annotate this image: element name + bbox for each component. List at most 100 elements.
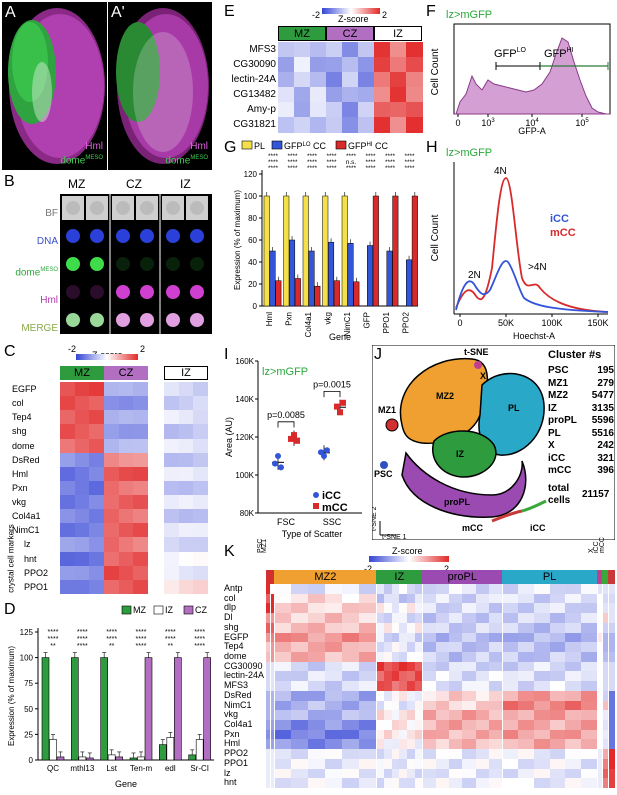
k-heat-cell	[601, 778, 609, 789]
b-row-dome: domeMESO	[15, 267, 58, 279]
panel-label-i: I	[224, 346, 228, 363]
k-heat-cell	[475, 749, 490, 760]
k-heat-cell	[325, 584, 343, 595]
k-heat-cell	[266, 700, 271, 711]
k-heat-cell	[607, 729, 616, 740]
c-heat-cell	[164, 410, 180, 425]
k-heat-cell	[406, 584, 416, 595]
k-heat-cell	[581, 661, 598, 672]
g-sig-label: ****	[326, 159, 337, 166]
g-y-tick-label: 120	[244, 170, 258, 179]
k-heat-cell	[342, 613, 360, 624]
b-col-iz: IZ	[180, 177, 191, 191]
e-heat-cell	[390, 57, 407, 73]
k-heat-cell	[601, 584, 609, 595]
k-heat-cell	[533, 661, 551, 672]
k-heat-cell	[462, 603, 477, 614]
k-heat-cell	[414, 758, 423, 770]
d-bar-mz	[159, 744, 167, 761]
k-heat-cell	[376, 729, 385, 740]
e-heat-cell	[278, 102, 295, 118]
k-heat-cell	[406, 661, 416, 672]
k-heat-cell	[422, 584, 437, 595]
e-heat-cell	[342, 57, 359, 73]
k-heat-cell	[448, 690, 463, 702]
c-gene-label-dsred: DsRed	[12, 454, 40, 465]
e-zmin: -2	[312, 10, 321, 20]
k-heat-cell	[518, 632, 535, 643]
k-heat-cell	[325, 642, 343, 653]
k-heat-cell	[308, 642, 326, 653]
c-heat-cell	[164, 495, 180, 510]
j-cluster-iz	[431, 430, 497, 478]
k-heat-cell	[383, 758, 393, 770]
k-heat-cell	[359, 758, 377, 770]
j-cluster-row: IZ 3135	[548, 403, 614, 416]
k-heat-cell	[475, 720, 490, 731]
k-heat-cell	[406, 603, 416, 614]
k-heat-cell	[308, 768, 326, 779]
panel-label-g: G	[224, 139, 236, 156]
g-sig-label: n.s.	[346, 159, 357, 166]
e-heat-cell	[390, 117, 407, 133]
k-heat-cell	[488, 671, 503, 682]
k-heat-cell	[462, 622, 477, 634]
k-heat-cell	[291, 720, 309, 731]
k-heat-cell	[488, 778, 503, 789]
k-heat-cell	[533, 671, 551, 682]
g-legend-label-lo: GFPLO CC	[284, 141, 327, 151]
d-bar-cz	[144, 657, 153, 761]
k-heat-cell	[308, 778, 326, 789]
k-heat-cell	[399, 739, 408, 750]
k-heat-cell	[488, 710, 503, 721]
g-sig-label: ****	[346, 153, 357, 160]
k-heat-cell	[269, 778, 275, 789]
c-heat-cell	[193, 537, 209, 553]
c-heat-cell	[60, 480, 76, 496]
k-heat-cell	[435, 768, 450, 779]
k-heat-cell	[325, 758, 343, 770]
k-heat-cell	[601, 758, 609, 770]
c-heat-cell	[89, 537, 105, 553]
k-heat-cell	[581, 593, 598, 604]
k-heat-cell	[359, 632, 377, 643]
k-heat-cell	[448, 661, 463, 672]
c-heat-cell	[193, 509, 209, 524]
d-bar-cz	[86, 757, 94, 761]
c-gene-label-pxn: Pxn	[12, 482, 28, 493]
k-heat-cell	[269, 768, 275, 779]
k-heat-cell	[274, 690, 292, 702]
k-heat-cell	[383, 778, 393, 789]
k-heat-cell	[269, 632, 275, 643]
e-heat-cell	[406, 102, 423, 118]
g-x-tick-label: NimC1	[343, 311, 352, 336]
k-heat-cell	[607, 661, 616, 672]
e-gene-label-cg13482: CG13482	[233, 89, 276, 100]
c-heat-cell	[89, 396, 105, 411]
k-heat-cell	[435, 661, 450, 672]
c-heat-cell	[178, 579, 194, 595]
k-heat-cell	[342, 758, 360, 770]
k-heat-cell	[269, 622, 275, 634]
k-heat-cell	[406, 720, 416, 731]
b-row-merge: MERGE	[21, 323, 58, 335]
c-heat-cell	[104, 495, 120, 510]
k-heat-cell	[502, 661, 519, 672]
c-heat-cell	[164, 382, 180, 397]
k-heat-cell	[549, 681, 566, 692]
k-divider	[376, 584, 378, 788]
k-heat-cell	[601, 593, 609, 604]
k-heat-cell	[383, 632, 393, 643]
c-heat-cell	[133, 523, 149, 538]
k-heat-cell	[269, 739, 275, 750]
k-heat-cell	[391, 700, 400, 711]
j-map-label-propl: proPL	[444, 497, 471, 507]
k-heat-cell	[475, 632, 490, 643]
k-heat-cell	[502, 720, 519, 731]
k-heat-cell	[502, 681, 519, 692]
c-heat-cell	[89, 565, 105, 581]
e-gene-label-cg31821: CG31821	[233, 119, 276, 130]
k-heat-cell	[391, 681, 400, 692]
b-col-cz: CZ	[126, 177, 142, 191]
